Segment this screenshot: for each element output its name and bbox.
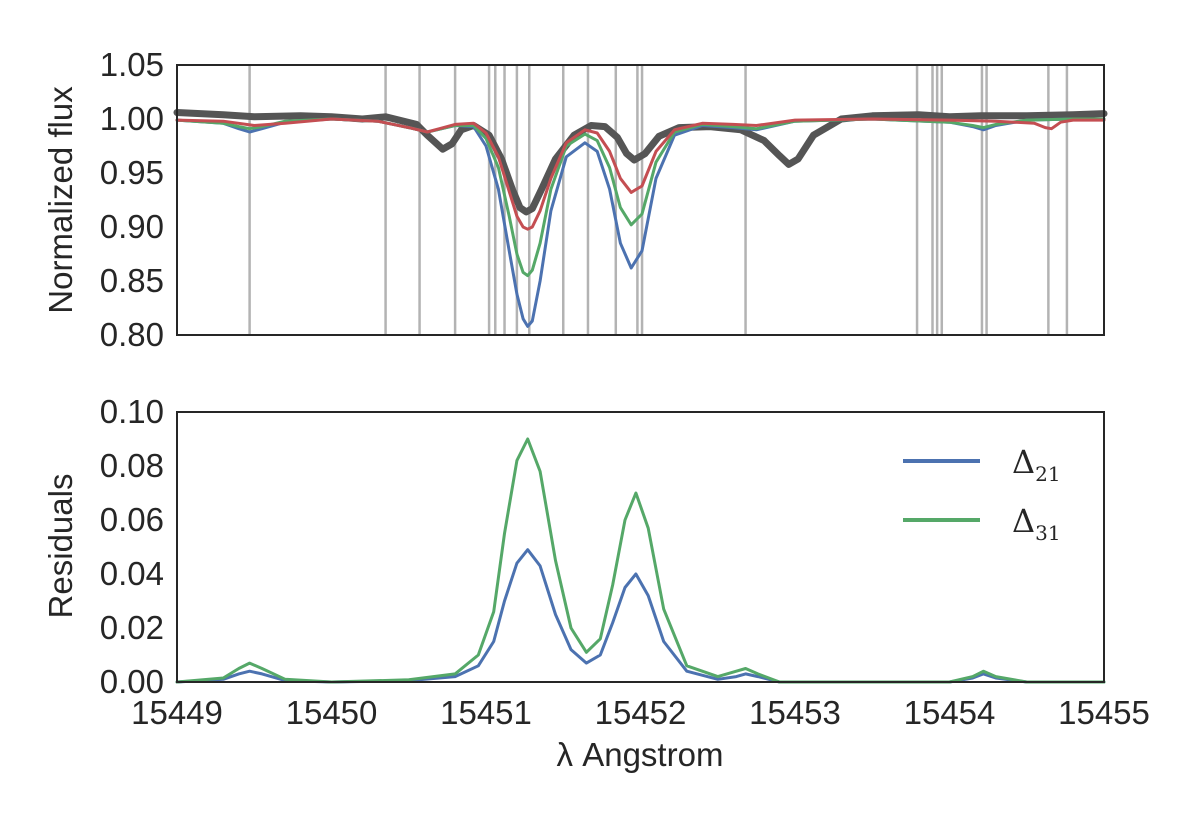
residuals-panel: 0.10 0.08 0.06 0.04 0.02 0.00 15449 15450 15451… — [42, 393, 1150, 773]
x-axis-label: λ Angstrom — [557, 736, 724, 773]
line-list-markers — [248, 65, 1069, 335]
residuals-y-tick-5: 0.00 — [100, 663, 164, 700]
residuals-y-tick-0: 0.10 — [100, 393, 164, 430]
residuals-y-tick-4: 0.02 — [100, 609, 164, 646]
x-tick-5: 15454 — [904, 694, 996, 731]
x-tick-4: 15453 — [749, 694, 841, 731]
flux-y-tick-5: 0.80 — [100, 316, 164, 353]
flux-y-tick-0: 1.05 — [100, 46, 164, 83]
legend-entry-delta-21: Δ21 — [903, 443, 1061, 486]
flux-series-group — [173, 109, 1108, 328]
residuals-y-tick-2: 0.06 — [100, 501, 164, 538]
x-tick-3: 15452 — [595, 694, 687, 731]
legend: Δ21 Δ31 — [903, 443, 1061, 545]
flux-series-3 — [175, 117, 1106, 231]
flux-y-tick-labels: 1.05 1.00 0.95 0.90 0.85 0.80 — [100, 46, 164, 353]
x-tick-0: 15449 — [131, 694, 223, 731]
residuals-y-axis-label: Residuals — [42, 474, 79, 619]
residuals-panel-frame — [176, 411, 1105, 683]
x-tick-1: 15450 — [286, 694, 378, 731]
flux-y-tick-2: 0.95 — [100, 154, 164, 191]
flux-y-tick-4: 0.85 — [100, 262, 164, 299]
residuals-y-tick-1: 0.08 — [100, 447, 164, 484]
flux-panel: 1.05 1.00 0.95 0.90 0.85 0.80 Normalized flux — [42, 46, 1108, 353]
legend-label-delta-31: Δ31 — [1012, 502, 1061, 545]
x-tick-2: 15451 — [440, 694, 532, 731]
residuals-y-tick-labels: 0.10 0.08 0.06 0.04 0.02 0.00 — [100, 393, 164, 700]
flux-y-tick-3: 0.90 — [100, 208, 164, 245]
residuals-y-tick-3: 0.04 — [100, 555, 164, 592]
flux-y-tick-1: 1.00 — [100, 100, 164, 137]
x-tick-6: 15455 — [1058, 694, 1150, 731]
legend-entry-delta-31: Δ31 — [903, 502, 1061, 545]
legend-label-delta-21: Δ21 — [1012, 443, 1061, 486]
flux-panel-frame — [176, 64, 1105, 336]
flux-series-0 — [173, 109, 1108, 216]
x-tick-labels: 15449 15450 15451 15452 15453 15454 15455 — [131, 694, 1150, 731]
flux-y-axis-label: Normalized flux — [42, 86, 79, 314]
